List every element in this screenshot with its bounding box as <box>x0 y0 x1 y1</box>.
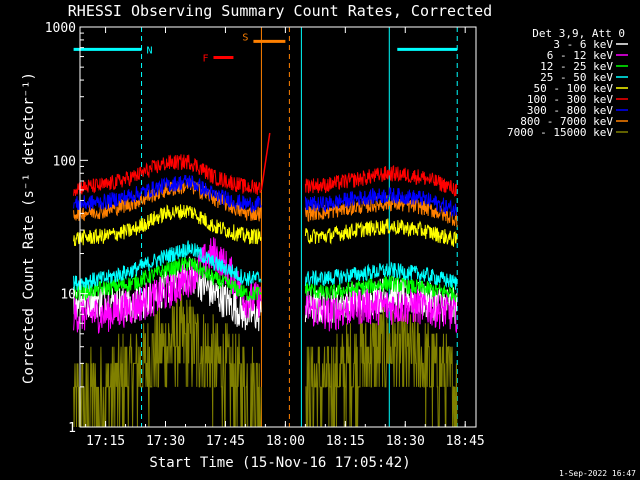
x-tick-label: 18:45 <box>446 434 485 449</box>
y-tick-label: 1 <box>68 421 76 436</box>
legend-entry-label: 300 - 800 keV <box>527 104 613 117</box>
series-line <box>260 132 271 191</box>
legend-entry-label: 100 - 300 keV <box>527 93 613 106</box>
series-line <box>73 154 262 196</box>
legend-title: Det 3,9, Att 0 <box>532 27 625 40</box>
y-tick-label: 1000 <box>45 21 76 36</box>
series-line <box>304 187 458 217</box>
legend-entry-label: 25 - 50 keV <box>540 71 613 84</box>
legend-entry-label: 50 - 100 keV <box>534 82 614 95</box>
flag-label: N <box>147 45 153 56</box>
legend-entry-label: 3 - 6 keV <box>553 38 613 51</box>
series-line <box>304 275 458 303</box>
x-tick-label: 17:30 <box>146 434 185 449</box>
series-line <box>304 261 458 290</box>
series-line <box>73 293 262 428</box>
series-line <box>304 218 458 247</box>
legend-entry-label: 800 - 7000 keV <box>520 115 613 128</box>
series-line <box>304 164 458 197</box>
plot-frame <box>79 26 477 428</box>
y-tick-label: 100 <box>53 154 76 169</box>
chart-title: RHESSI Observing Summary Count Rates, Co… <box>68 2 492 20</box>
x-axis-label: Start Time (15-Nov-16 17:05:42) <box>149 455 410 471</box>
x-tick-label: 17:45 <box>206 434 245 449</box>
series-line <box>73 256 262 302</box>
legend-entry-label: 12 - 25 keV <box>540 60 613 73</box>
x-tick-label: 18:00 <box>266 434 305 449</box>
x-tick-label: 18:30 <box>386 434 425 449</box>
x-tick-label: 17:15 <box>86 434 125 449</box>
x-tick-label: 18:15 <box>326 434 365 449</box>
y-axis-label: Corrected Count Rate (s⁻¹ detector⁻¹) <box>21 72 37 384</box>
series-line <box>304 195 458 228</box>
legend-entry-label: 6 - 12 keV <box>547 49 614 62</box>
series-line <box>304 288 458 333</box>
series-line <box>73 237 262 334</box>
flag-label: F <box>202 54 208 65</box>
flag-label: S <box>242 32 248 43</box>
series-line <box>73 240 262 292</box>
footer-date: 1-Sep-2022 16:47 <box>559 469 636 478</box>
series-line <box>73 204 262 247</box>
series-line <box>73 174 262 214</box>
y-tick-label: 10 <box>60 288 76 303</box>
legend-entry-label: 7000 - 15000 keV <box>507 126 613 139</box>
series-line <box>305 299 458 428</box>
